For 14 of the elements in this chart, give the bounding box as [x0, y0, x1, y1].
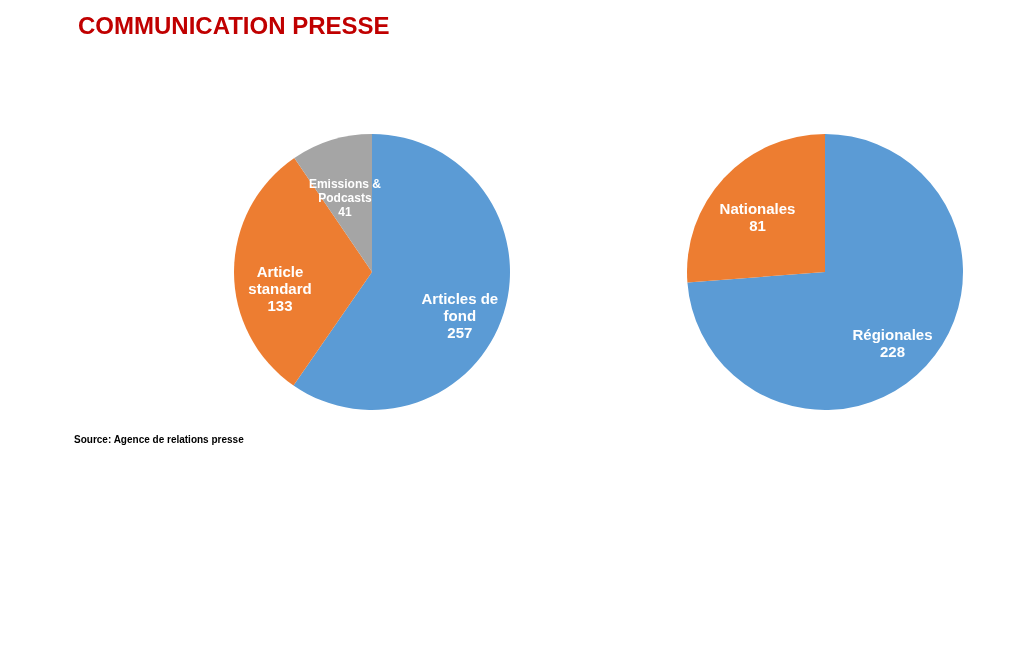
source-note: Source: Agence de relations presse [74, 434, 245, 445]
slice-label: Régionales [852, 325, 933, 343]
data-label: 81 [749, 217, 766, 235]
slice-label: Nationales [719, 200, 796, 218]
data-label: 41 [338, 205, 352, 220]
slice-label: Article standard [248, 262, 312, 297]
pie-slice [234, 157, 372, 386]
slice-label: Articles de fond [421, 290, 499, 325]
pie-slice [687, 134, 963, 410]
data-label: 133 [267, 296, 293, 314]
data-label: 228 [879, 342, 905, 360]
pie-slice [687, 134, 825, 283]
chart-title: COMMUNICATION PRESSE [78, 12, 390, 39]
data-label: 257 [447, 324, 473, 342]
